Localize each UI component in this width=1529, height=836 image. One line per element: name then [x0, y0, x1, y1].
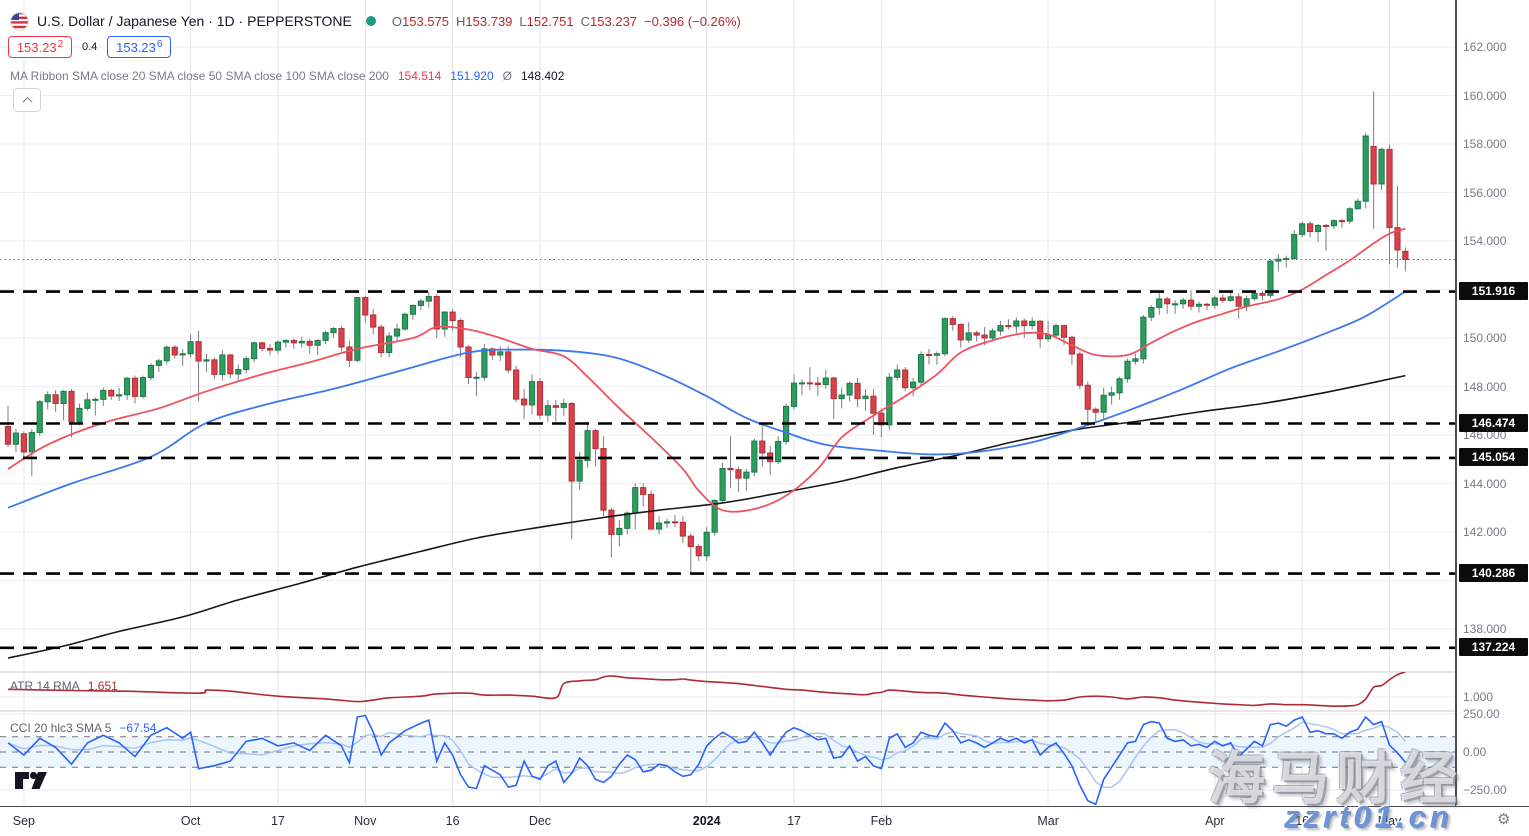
time-axis-label: Sep: [12, 814, 35, 828]
price-tick-label: 162.000: [1463, 40, 1507, 54]
time-axis-label: Nov: [354, 814, 377, 828]
bid-ask-row: 153.23 2 0.4 153.23 6: [8, 36, 172, 58]
ohlc-values: O153.575 H153.739 L152.751 C153.237 −0.3…: [391, 13, 741, 29]
price-tick-label: 160.000: [1463, 88, 1507, 103]
time-axis-label: 2024: [692, 814, 721, 828]
collapse-legend-button[interactable]: [13, 88, 41, 112]
chevron-up-icon: [22, 96, 32, 107]
time-axis[interactable]: Sep Oct 17 Nov 16 Dec 2024 17 Feb Mar Apr 16 May: [0, 806, 1529, 836]
bid-button[interactable]: 153.23 2: [8, 36, 72, 58]
time-axis-label: Feb: [870, 814, 893, 828]
sma200-value: 148.402: [521, 69, 565, 83]
settings-gear-icon[interactable]: ⚙: [1497, 811, 1511, 828]
cci-legend[interactable]: CCI 20 hlc3 SMA 5 −67.54: [10, 721, 156, 735]
change-value: −0.396 (−0.26%): [644, 13, 741, 29]
cci-label: CCI 20 hlc3 SMA 5: [10, 721, 112, 735]
price-tick-label: 144.000: [1463, 476, 1507, 491]
price-tick-label: 150.000: [1463, 331, 1507, 345]
cci-tick-label: 250.00: [1463, 707, 1500, 721]
market-open-dot-icon: [365, 16, 376, 26]
sma20-value: 154.514: [397, 69, 442, 83]
spread-value: 0.4: [82, 41, 98, 53]
price-tick-label: 142.000: [1463, 525, 1507, 539]
cci-tick-label: −250.00: [1463, 783, 1507, 797]
atr-label: ATR 14 RMA: [10, 679, 80, 693]
atr-legend[interactable]: ATR 14 RMA 1.651: [10, 679, 118, 693]
sma100-hidden-value: Ø: [502, 69, 512, 83]
price-tick-label: 138.000: [1463, 622, 1507, 636]
time-axis-label: Apr: [1205, 814, 1225, 828]
sma50-value: 151.920: [450, 69, 494, 83]
price-level-badge: 145.054: [1459, 447, 1528, 466]
price-tick-label: 158.000: [1463, 137, 1507, 151]
atr-value: 1.651: [87, 679, 118, 693]
time-axis-label: Dec: [528, 814, 552, 828]
price-tick-label: 156.000: [1463, 185, 1507, 200]
price-level-badge: 146.474: [1459, 413, 1528, 432]
tradingview-logo: [15, 771, 47, 789]
price-tick-label: 154.000: [1463, 234, 1507, 248]
time-axis-label: 16: [445, 814, 460, 828]
time-axis-label: 17: [787, 814, 801, 828]
price-tick-label: 148.000: [1463, 379, 1507, 394]
price-level-badge: 137.224: [1459, 637, 1528, 656]
time-axis-label: Oct: [180, 814, 201, 828]
ma-ribbon-label: MA Ribbon SMA close 20 SMA close 50 SMA …: [10, 69, 389, 83]
time-axis-label: 17: [270, 814, 285, 828]
symbol-legend[interactable]: U.S. Dollar / Japanese Yen · 1D · PEPPER…: [10, 9, 741, 33]
ma-ribbon-legend[interactable]: MA Ribbon SMA close 20 SMA close 50 SMA …: [10, 69, 564, 83]
price-level-badge: 140.286: [1459, 563, 1528, 582]
time-axis-label: 16: [1295, 814, 1310, 828]
price-tick-label: 146.000: [1463, 428, 1507, 442]
us-flag-icon: [10, 11, 29, 31]
cci-tick-label: 0.00: [1463, 745, 1487, 759]
time-axis-label: Mar: [1037, 814, 1059, 828]
price-level-badge: 151.916: [1459, 281, 1528, 300]
price-axis[interactable]: JPY 162.000160.000158.000156.000154.0001…: [1456, 0, 1529, 805]
symbol-title: U.S. Dollar / Japanese Yen · 1D · PEPPER…: [37, 13, 352, 29]
time-axis-label: May: [1377, 814, 1402, 828]
cci-value: −67.54: [119, 721, 157, 735]
atr-tick-label: 1.000: [1463, 690, 1494, 704]
ask-button[interactable]: 153.23 6: [107, 36, 172, 58]
